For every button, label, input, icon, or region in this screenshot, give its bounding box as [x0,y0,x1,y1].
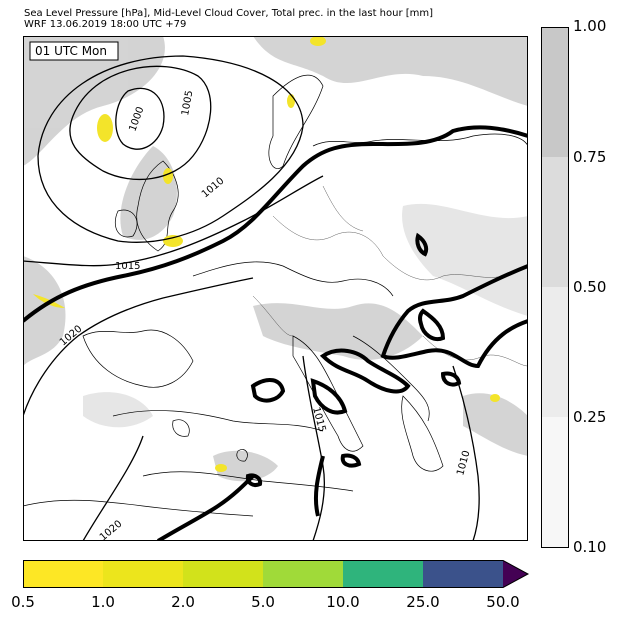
cloud-cover-colorbar [541,27,569,548]
precip-tick-2: 1.0 [91,593,115,611]
cloud-band-3 [541,287,569,417]
precip-extend-arrow [503,560,528,588]
cloud-tick-3: 0.50 [573,278,607,296]
time-label: 01 UTC Mon [35,44,107,58]
isobars-thick [23,125,528,541]
precip-tick-3: 2.0 [171,593,195,611]
precip-band-2 [103,560,183,588]
cloud-cover-layer [23,36,528,482]
precip-colorbar [23,560,530,588]
precip-tick-4: 5.0 [251,593,275,611]
isobar-label-1005: 1005 [180,90,195,117]
isobar-label-1015: 1015 [115,261,140,272]
precip-tick-1: 0.5 [11,593,35,611]
cloud-tick-1: 1.00 [573,17,607,35]
isobars-thin [23,55,480,541]
cloud-band-1 [541,27,569,157]
chart-title: Sea Level Pressure [hPa], Mid-Level Clou… [24,8,434,19]
cloud-tick-4: 0.25 [573,408,607,426]
precip-band-3 [183,560,263,588]
cloud-band-4 [541,417,569,548]
cloud-band-2 [541,157,569,287]
precip-tick-5: 10.0 [326,593,360,611]
precip-band-6 [423,560,503,588]
precip-band-1 [23,560,103,588]
cloud-tick-5: 0.10 [573,538,607,556]
precip-tick-7: 50.0 [486,593,520,611]
precip-band-5 [343,560,423,588]
precip-tick-6: 25.0 [406,593,440,611]
cloud-cover-light [83,203,528,428]
cloud-tick-2: 0.75 [573,148,607,166]
precip-band-4 [263,560,343,588]
weather-map: 1000 1005 1010 1015 1020 1015 1010 1020 … [23,36,528,541]
model-run-info: WRF 13.06.2019 18:00 UTC +79 [24,19,187,30]
